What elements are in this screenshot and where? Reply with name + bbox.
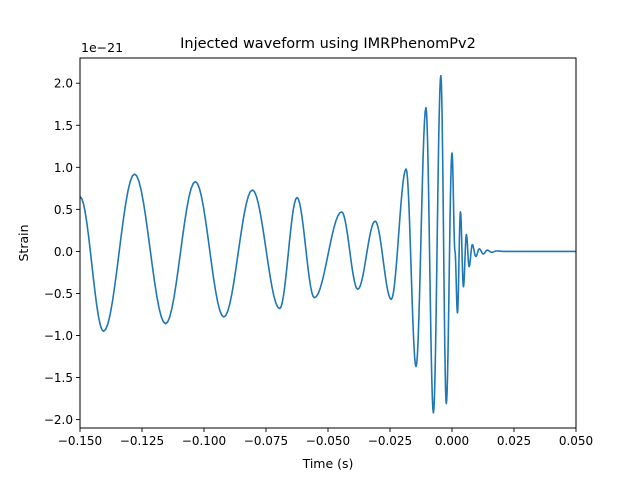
y-tick-label: −1.0 <box>44 329 73 343</box>
x-tick-label: −0.125 <box>120 434 164 448</box>
y-tick-label: 0.0 <box>54 245 73 259</box>
x-tick-label: −0.025 <box>368 434 412 448</box>
y-axis-ticks: −2.0 −1.5 −1.0 −0.5 0.0 0.5 1.0 1.5 2.0 <box>44 77 80 427</box>
x-tick-label: 0.050 <box>559 434 593 448</box>
x-tick-label: 0.025 <box>497 434 531 448</box>
x-tick-label: 0.000 <box>435 434 469 448</box>
waveform-line <box>80 74 576 414</box>
y-tick-label: 1.0 <box>54 161 73 175</box>
y-tick-label: 1.5 <box>54 119 73 133</box>
y-tick-label: −2.0 <box>44 413 73 427</box>
y-tick-label: −0.5 <box>44 287 73 301</box>
x-tick-label: −0.100 <box>182 434 226 448</box>
axes-frame <box>79 57 577 429</box>
y-tick-label: 2.0 <box>54 77 73 91</box>
y-tick-label: 0.5 <box>54 203 73 217</box>
y-axis-label: Strain <box>16 224 31 261</box>
x-tick-label: −0.075 <box>244 434 288 448</box>
y-tick-label: −1.5 <box>44 371 73 385</box>
plot-area <box>80 74 576 414</box>
x-axis-ticks: −0.150 −0.125 −0.100 −0.075 −0.050 −0.025 0.00… <box>58 428 593 448</box>
x-tick-label: −0.050 <box>306 434 350 448</box>
chart-title: Injected waveform using IMRPhenomPv2 <box>180 36 476 52</box>
y-offset-label: 1e−21 <box>81 40 123 55</box>
x-tick-label: −0.150 <box>58 434 102 448</box>
x-axis-label: Time (s) <box>302 456 354 471</box>
